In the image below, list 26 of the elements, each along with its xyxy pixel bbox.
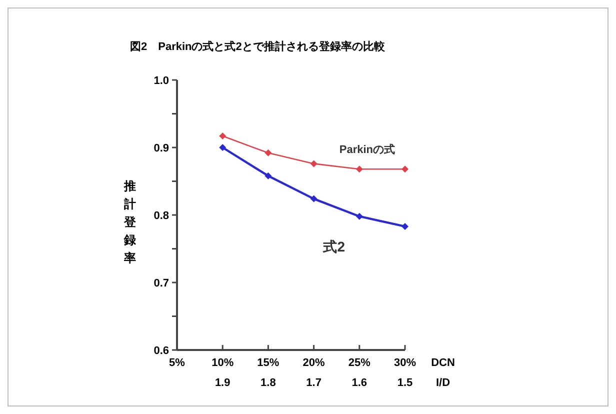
y-tick-label: 1.0 [154, 75, 169, 87]
point [264, 172, 272, 180]
point [310, 160, 318, 168]
x-axis-title: DCN I/D [431, 357, 455, 389]
point [264, 149, 272, 156]
y-tick-label: 0.9 [154, 142, 169, 154]
y-axis-title: 推計登録率 [123, 179, 137, 265]
y-tick-label: 0.8 [154, 210, 169, 222]
point [219, 144, 226, 151]
y-tick-label: 0.7 [154, 278, 169, 290]
chart-title: 図2 Parkinの式と式2とで推計される登録率の比較 [130, 40, 386, 53]
x-tick-label: 30% 1.5 [394, 357, 416, 389]
x-tick-label: 10% 1.9 [212, 357, 234, 389]
point [402, 166, 408, 173]
point [356, 166, 363, 173]
y-tick-label: 0.6 [154, 345, 169, 357]
point [219, 132, 226, 140]
point [402, 222, 408, 230]
x-tick-label: 20% 1.7 [302, 357, 326, 389]
point [356, 212, 363, 220]
x-tick-label: 15% 1.8 [257, 357, 280, 389]
x-tick-label: 5% [169, 357, 186, 369]
series-label: 式2 [322, 238, 346, 254]
point [310, 195, 318, 202]
series-label: Parkinの式 [339, 143, 395, 156]
x-tick-label: 25% 1.6 [348, 357, 371, 389]
